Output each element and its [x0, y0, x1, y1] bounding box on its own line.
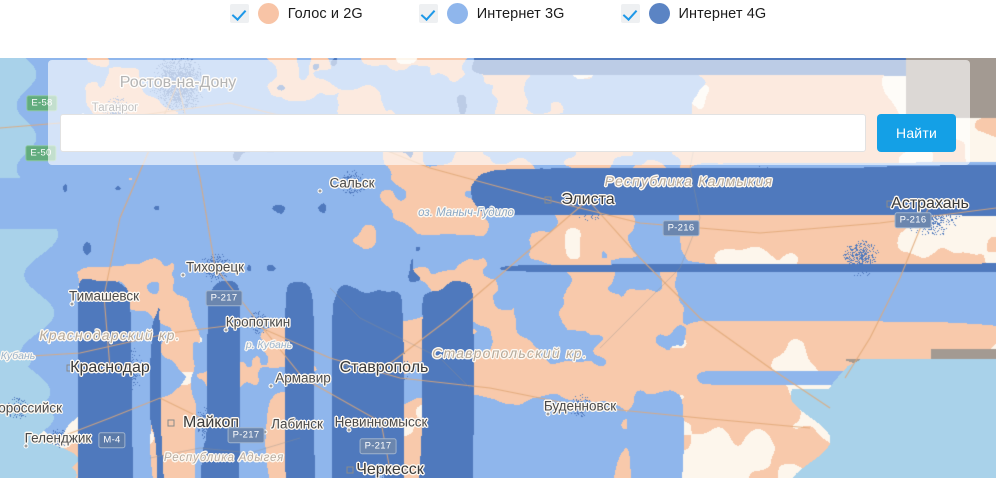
legend-swatch-internet-4g: [648, 3, 670, 24]
city-marker: [66, 364, 74, 372]
map-region-label: Краснодарский кр.: [39, 327, 181, 343]
road-shield-icon: М-4: [98, 432, 126, 448]
legend-items: Голос и 2G Интернет 3G Интернет 4G: [229, 3, 767, 24]
map-region-label: Республика Адыгея: [163, 452, 285, 464]
map-water-label: оз. Маныч-Гудило: [418, 207, 514, 219]
city-marker: [545, 411, 551, 417]
legend-bar: Голос и 2G Интернет 3G Интернет 4G: [0, 0, 996, 58]
legend-item-voice-2g[interactable]: Голос и 2G: [229, 3, 363, 24]
legend-label-internet-3g: Интернет 3G: [476, 5, 565, 22]
city-marker: [69, 301, 75, 307]
search-row: Найти: [60, 114, 956, 152]
city-marker: [346, 466, 354, 474]
city-marker: [346, 427, 352, 433]
city-marker: [544, 196, 552, 204]
map-region-label: Ставропольский кр.: [432, 345, 588, 361]
road-shield-icon: Р-217: [205, 290, 243, 306]
city-marker: [317, 188, 323, 194]
map-city-label: Новороссийск: [0, 400, 63, 416]
map-city-label: Геленджик: [24, 430, 92, 446]
map-city-label: Элиста: [561, 191, 615, 208]
map-city-label: Ставрополь: [339, 359, 429, 376]
legend-item-internet-3g[interactable]: Интернет 3G: [418, 3, 565, 24]
city-marker: [886, 200, 894, 208]
city-marker: [268, 383, 274, 389]
search-button[interactable]: Найти: [877, 114, 956, 152]
checkbox-checked-icon[interactable]: [418, 4, 438, 23]
map-region-label: Республика Калмыкия: [604, 173, 774, 189]
checkbox-checked-icon[interactable]: [229, 4, 249, 23]
city-marker: [167, 419, 175, 427]
legend-swatch-voice-2g: [257, 3, 279, 24]
legend-label-voice-2g: Голос и 2G: [287, 5, 363, 22]
legend-swatch-internet-3g: [446, 3, 468, 24]
map-city-label: Лабинск: [271, 416, 323, 432]
city-marker: [23, 443, 29, 449]
road-shield-icon: Р-216: [662, 220, 700, 236]
map-city-label: Краснодар: [70, 359, 150, 376]
map-city-label: Кропоткин: [225, 314, 291, 330]
legend-item-internet-4g[interactable]: Интернет 4G: [620, 3, 767, 24]
map-city-label: Тимашевск: [69, 288, 139, 304]
map-water-label: Кубань: [0, 350, 36, 362]
map-city-label: Майкоп: [182, 414, 240, 431]
map-city-label: Сальск: [329, 175, 375, 191]
city-marker: [180, 272, 186, 278]
city-marker: [223, 327, 229, 333]
road-shield-icon: Р-217: [227, 427, 265, 443]
map-city-label: Армавир: [275, 370, 331, 386]
map-city-label: Черкесск: [356, 461, 424, 478]
road-shield-icon: Р-217: [359, 438, 397, 454]
map-water-label: р. Кубань: [245, 339, 293, 351]
city-marker: [340, 364, 348, 372]
map-city-label: Тихорецк: [186, 259, 244, 275]
map-city-label: Буденновск: [543, 398, 617, 414]
legend-label-internet-4g: Интернет 4G: [678, 5, 767, 22]
checkbox-checked-icon[interactable]: [620, 4, 640, 23]
city-marker: [262, 429, 268, 435]
road-shield-icon: Р-216: [894, 212, 932, 228]
map-city-label: Астрахань: [891, 195, 969, 212]
search-input[interactable]: [60, 114, 866, 152]
